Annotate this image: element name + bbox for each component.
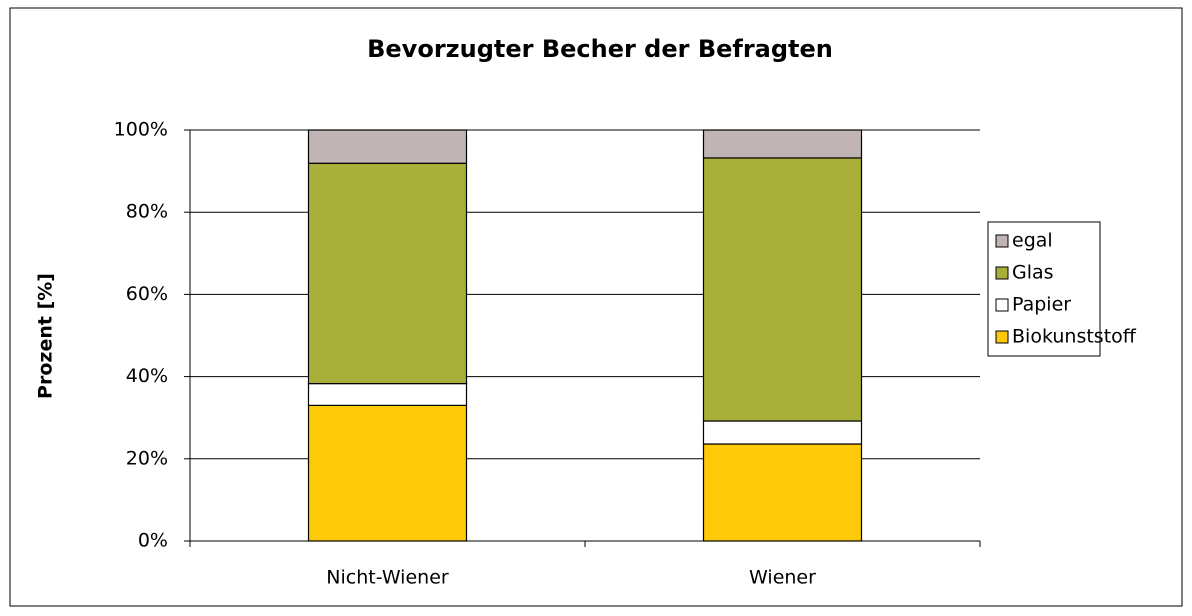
chart-title: Bevorzugter Becher der Befragten [367, 35, 833, 63]
y-tick-label: 0% [138, 530, 168, 552]
legend-label: Biokunststoff [1012, 326, 1137, 348]
bar-segment [702, 420, 863, 445]
legend-swatch [995, 266, 1009, 280]
bar-segment [702, 129, 863, 159]
bar-segment [307, 382, 468, 406]
bar-segment [702, 157, 863, 422]
bar-segment [307, 129, 468, 164]
y-tick-label: 100% [114, 119, 168, 141]
x-tick-label: Wiener [749, 567, 816, 589]
y-tick-label: 20% [126, 447, 168, 469]
legend-swatch [995, 330, 1009, 344]
y-tick-label: 60% [126, 283, 168, 305]
legend-label: Glas [1012, 262, 1054, 284]
legend-label: Papier [1012, 294, 1071, 316]
legend-swatch [995, 234, 1009, 248]
legend-label: egal [1012, 230, 1053, 252]
y-axis-title: Prozent [%] [35, 273, 57, 399]
bar-segment [702, 443, 863, 542]
legend-swatch [995, 298, 1009, 312]
x-tick-label: Nicht-Wiener [326, 567, 449, 589]
bar-segment [307, 404, 468, 542]
bar-segment [307, 162, 468, 385]
y-tick-label: 80% [126, 201, 168, 223]
y-tick-label: 40% [126, 365, 168, 387]
